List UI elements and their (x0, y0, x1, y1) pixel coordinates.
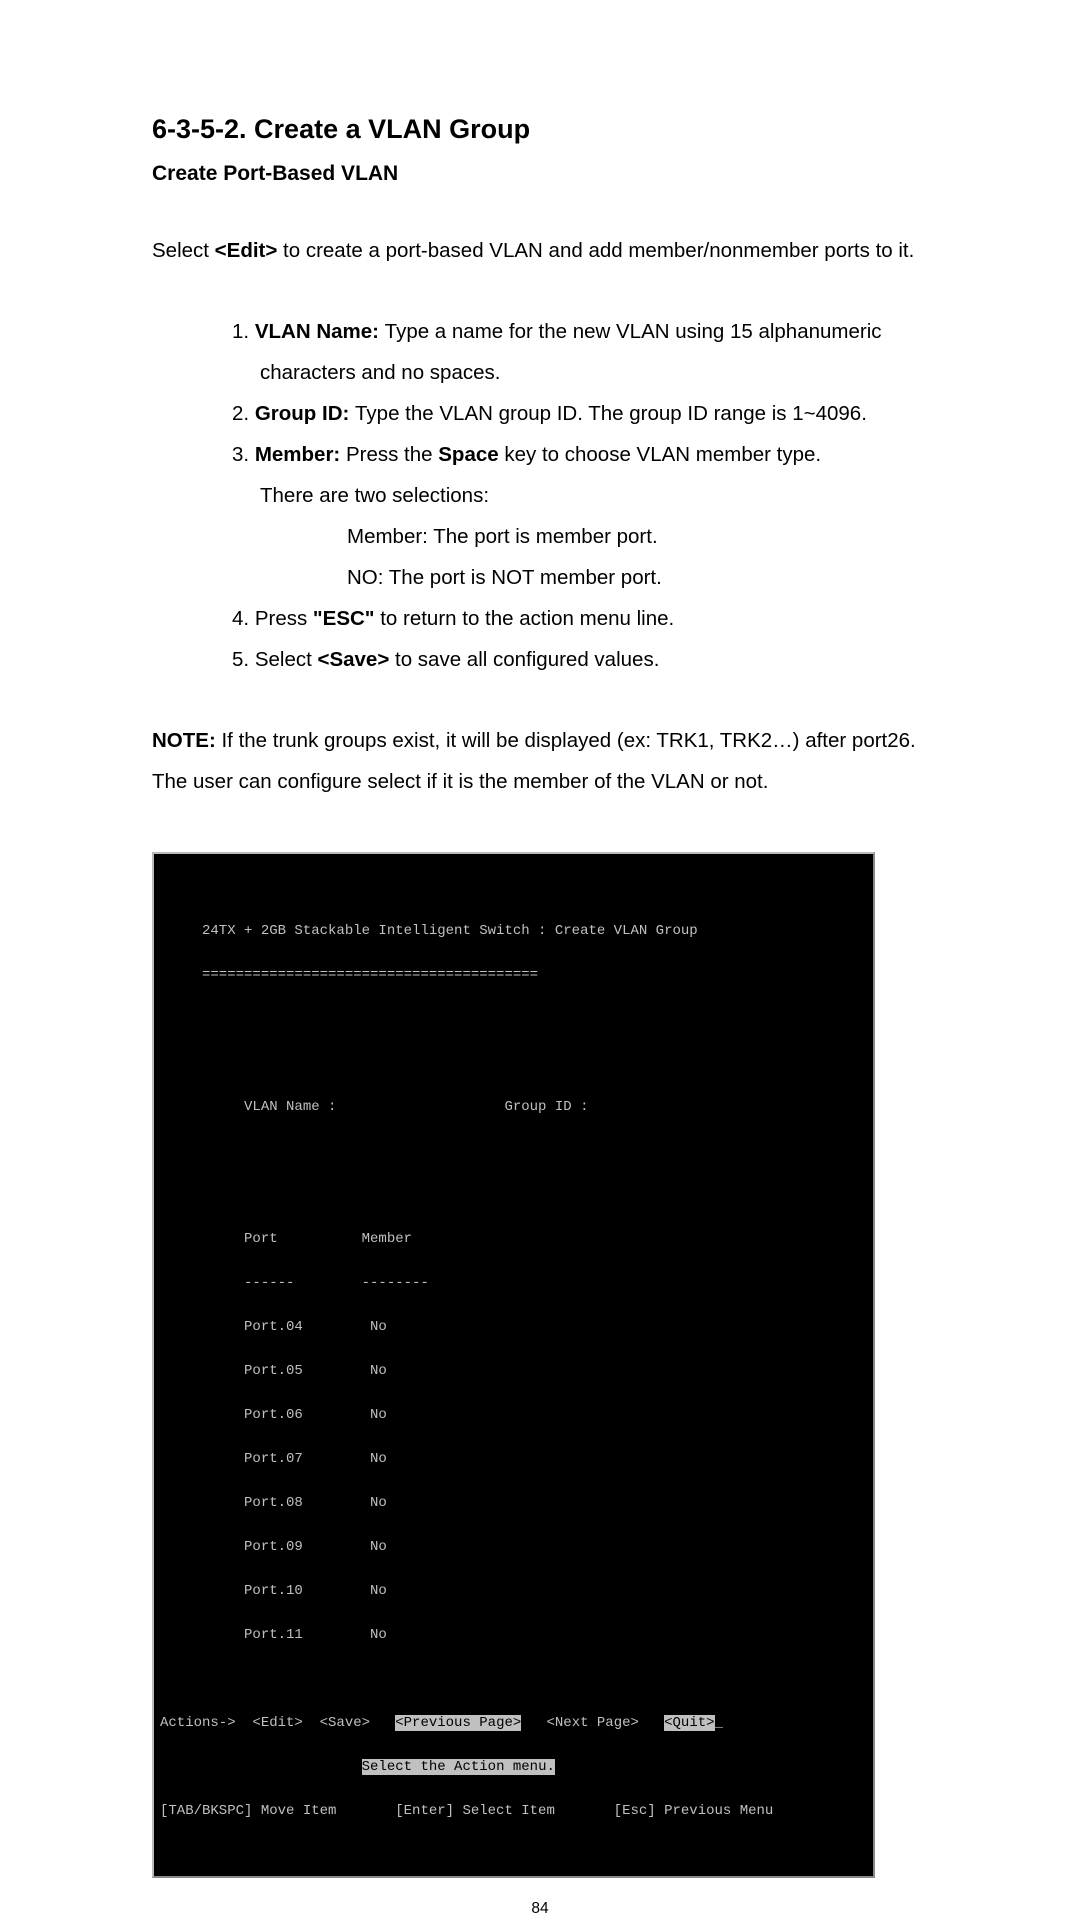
terminal-inner: 24TX + 2GB Stackable Intelligent Switch … (154, 882, 873, 1848)
list-sub-option: Member: The port is member port. (232, 516, 928, 557)
esc-keyword: "ESC" (313, 607, 375, 630)
terminal-help-line: [TAB/BKSPC] Move Item [Enter] Select Ite… (154, 1804, 873, 1820)
terminal-actions-line: Actions-> <Edit> <Save> <Previous Page> … (154, 1716, 873, 1732)
numbered-list: 1. VLAN Name: Type a name for the new VL… (152, 311, 928, 680)
note-paragraph: NOTE: If the trunk groups exist, it will… (152, 720, 928, 802)
terminal-vlan-line: VLAN Name : Group ID : (154, 1100, 873, 1116)
list-number: 4. (232, 607, 249, 630)
terminal-port-header: Port Member (154, 1232, 873, 1248)
terminal-select-text: Select the Action menu. (362, 1759, 555, 1775)
list-text: Type the VLAN group ID. The group ID ran… (355, 402, 867, 425)
terminal-blank-line (154, 1672, 873, 1688)
save-keyword: <Save> (317, 648, 389, 671)
terminal-port-row: Port.04 No (154, 1320, 873, 1336)
terminal-port-divider: ------ -------- (154, 1276, 873, 1292)
list-text: to return to the action menu line. (375, 607, 675, 630)
list-number: 5. (232, 648, 249, 671)
terminal-action-quit: <Quit> (664, 1715, 714, 1731)
document-page: 6-3-5-2. Create a VLAN Group Create Port… (0, 0, 1080, 1920)
terminal-select-pad (160, 1759, 362, 1775)
list-text: Select (255, 648, 318, 671)
terminal-screenshot: 24TX + 2GB Stackable Intelligent Switch … (152, 852, 875, 1878)
subsection-heading: Create Port-Based VLAN (152, 159, 928, 189)
list-number: 1. (232, 320, 249, 343)
list-continuation: There are two selections: (232, 475, 928, 516)
note-text: If the trunk groups exist, it will be di… (152, 729, 916, 793)
terminal-select-line: Select the Action menu. (154, 1760, 873, 1776)
terminal-actions-pre: Actions-> <Edit> <Save> (160, 1715, 395, 1731)
list-text: key to choose VLAN member type. (499, 443, 821, 466)
intro-text-c: to create a port-based VLAN and add memb… (277, 239, 914, 262)
terminal-port-row: Port.05 No (154, 1364, 873, 1380)
list-continuation: characters and no spaces. (232, 352, 928, 393)
page-number: 84 (152, 1898, 928, 1920)
list-number: 2. (232, 402, 249, 425)
terminal-blank-line (154, 1056, 873, 1072)
terminal-divider-line: ======================================== (154, 968, 873, 984)
field-label-member: Member: (255, 443, 340, 466)
terminal-blank-line (154, 1188, 873, 1204)
terminal-blank-line (154, 1012, 873, 1028)
list-item: 2. Group ID: Type the VLAN group ID. The… (232, 393, 928, 434)
terminal-port-row: Port.07 No (154, 1452, 873, 1468)
list-item: 1. VLAN Name: Type a name for the new VL… (232, 311, 928, 352)
terminal-title-line: 24TX + 2GB Stackable Intelligent Switch … (154, 924, 873, 940)
list-item: 3. Member: Press the Space key to choose… (232, 434, 928, 475)
list-text: Press the (340, 443, 438, 466)
field-label-vlan-name: VLAN Name: (255, 320, 385, 343)
edit-keyword: <Edit> (215, 239, 278, 262)
terminal-action-prevpage: <Previous Page> (395, 1715, 521, 1731)
space-keyword: Space (438, 443, 498, 466)
intro-paragraph: Select <Edit> to create a port-based VLA… (152, 230, 928, 271)
terminal-port-row: Port.06 No (154, 1408, 873, 1424)
list-sub-option: NO: The port is NOT member port. (232, 557, 928, 598)
terminal-port-row: Port.09 No (154, 1540, 873, 1556)
list-item: 5. Select <Save> to save all configured … (232, 639, 928, 680)
terminal-actions-mid: <Next Page> (521, 1715, 664, 1731)
terminal-blank-line (154, 1144, 873, 1160)
field-label-group-id: Group ID: (255, 402, 355, 425)
section-heading: 6-3-5-2. Create a VLAN Group (152, 110, 928, 149)
terminal-port-row: Port.10 No (154, 1584, 873, 1600)
terminal-cursor: _ (715, 1715, 723, 1731)
terminal-port-row: Port.08 No (154, 1496, 873, 1512)
list-item: 4. Press "ESC" to return to the action m… (232, 598, 928, 639)
intro-text-a: Select (152, 239, 215, 262)
terminal-port-row: Port.11 No (154, 1628, 873, 1644)
note-label: NOTE: (152, 729, 216, 752)
list-number: 3. (232, 443, 249, 466)
list-text: to save all configured values. (389, 648, 659, 671)
list-text: Type a name for the new VLAN using 15 al… (385, 320, 882, 343)
list-text: Press (255, 607, 313, 630)
